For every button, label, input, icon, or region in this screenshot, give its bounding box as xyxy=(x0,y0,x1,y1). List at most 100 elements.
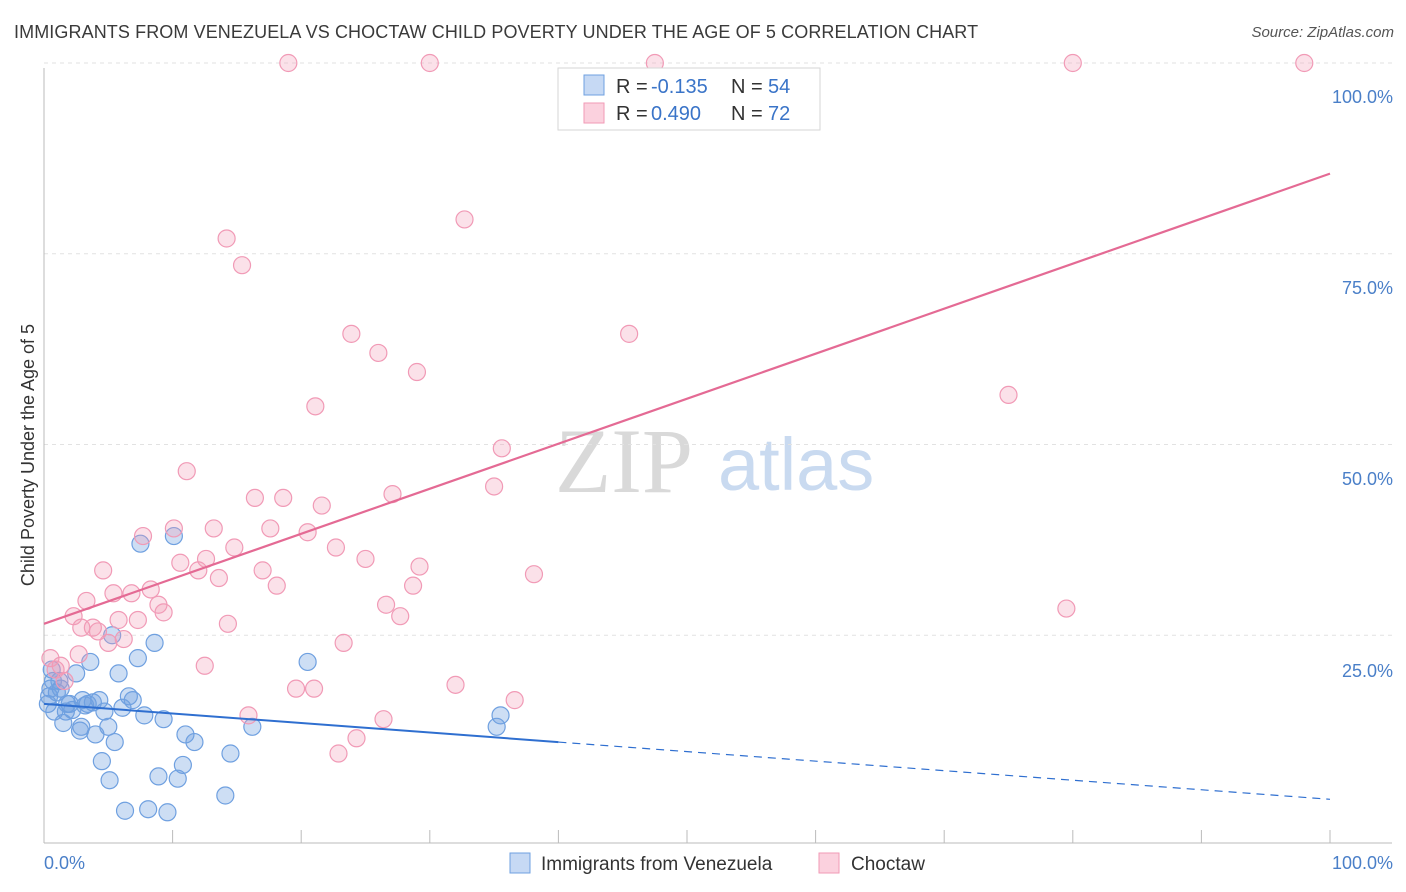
point-choctaw xyxy=(99,633,118,652)
correlation-legend: R = -0.135 N = 54 R = 0.490 N = 72 xyxy=(557,67,821,131)
point-venezuela xyxy=(149,767,168,786)
point-choctaw xyxy=(133,526,153,546)
legend-swatch-blue xyxy=(583,74,605,96)
point-choctaw xyxy=(485,477,504,496)
legend-r-value-pink: 0.490 xyxy=(651,103,701,125)
legend-n-label-pink: N = xyxy=(731,103,763,125)
series-legend: Immigrants from Venezuela Choctaw xyxy=(509,852,925,875)
point-venezuela xyxy=(185,732,204,752)
point-venezuela xyxy=(100,771,119,790)
point-venezuela xyxy=(243,717,262,736)
source-credit: Source: ZipAtlas.com xyxy=(1251,24,1394,41)
point-venezuela xyxy=(221,744,240,763)
point-choctaw xyxy=(217,229,236,248)
legend-r-label-blue: R = xyxy=(616,76,648,98)
point-choctaw xyxy=(420,53,439,73)
point-venezuela xyxy=(298,652,317,672)
point-venezuela xyxy=(95,702,114,721)
point-venezuela xyxy=(58,694,77,714)
point-choctaw xyxy=(369,343,388,363)
point-choctaw xyxy=(239,706,258,725)
point-choctaw xyxy=(279,53,298,73)
trend-line-venezuela-extrapolated xyxy=(558,741,1331,800)
point-venezuela xyxy=(105,732,124,752)
point-venezuela xyxy=(113,698,132,717)
point-venezuela xyxy=(135,706,154,725)
point-choctaw xyxy=(403,576,423,595)
point-choctaw xyxy=(69,645,88,664)
point-choctaw xyxy=(620,324,639,343)
point-choctaw xyxy=(347,729,366,748)
point-choctaw xyxy=(329,744,348,763)
point-choctaw xyxy=(391,607,410,626)
point-venezuela xyxy=(109,664,128,683)
point-choctaw xyxy=(410,557,429,576)
point-choctaw xyxy=(376,595,396,614)
point-venezuela xyxy=(164,526,183,546)
point-choctaw xyxy=(1057,599,1076,618)
series-venezuela-points xyxy=(38,526,510,822)
point-choctaw xyxy=(524,565,544,584)
point-choctaw xyxy=(114,629,133,649)
trend-line-venezuela xyxy=(43,702,559,744)
point-choctaw xyxy=(209,568,228,588)
point-choctaw xyxy=(177,462,196,481)
point-venezuela xyxy=(145,633,164,652)
bottom-legend-label-blue: Immigrants from Venezuela xyxy=(541,854,773,875)
point-venezuela xyxy=(128,649,147,668)
point-choctaw xyxy=(55,671,74,691)
point-choctaw xyxy=(407,362,427,382)
point-venezuela xyxy=(168,769,187,788)
x-ticks xyxy=(172,830,1331,843)
axes xyxy=(43,68,1392,844)
point-venezuela xyxy=(99,717,118,736)
bottom-legend-swatch-blue xyxy=(509,852,531,874)
point-choctaw xyxy=(128,610,147,630)
point-venezuela xyxy=(40,687,59,706)
legend-swatch-pink xyxy=(583,102,605,124)
y-axis-label: Child Poverty Under the Age of 5 xyxy=(18,324,38,586)
point-choctaw xyxy=(245,488,265,508)
y-tick-label-50: 50.0% xyxy=(1342,469,1393,489)
point-choctaw xyxy=(304,679,324,698)
legend-n-value-pink: 72 xyxy=(768,103,790,125)
legend-r-label-pink: R = xyxy=(616,103,648,125)
point-choctaw xyxy=(195,656,214,675)
point-venezuela xyxy=(50,671,69,691)
legend-n-value-blue: 54 xyxy=(768,76,790,98)
point-choctaw xyxy=(342,324,361,343)
point-choctaw xyxy=(154,603,173,622)
point-choctaw xyxy=(455,210,474,229)
point-venezuela xyxy=(139,800,158,819)
point-choctaw xyxy=(72,618,91,637)
x-tick-label-max: 100.0% xyxy=(1332,853,1393,873)
y-tick-label-100: 100.0% xyxy=(1332,87,1393,107)
point-choctaw xyxy=(326,538,346,557)
point-choctaw xyxy=(274,488,293,508)
point-venezuela xyxy=(158,803,177,822)
point-choctaw xyxy=(999,385,1018,405)
legend-r-value-blue: -0.135 xyxy=(651,76,708,98)
point-choctaw xyxy=(164,519,183,538)
point-venezuela xyxy=(54,713,73,733)
point-choctaw xyxy=(261,519,280,538)
point-choctaw xyxy=(306,397,325,416)
point-choctaw xyxy=(267,576,286,595)
point-venezuela xyxy=(216,786,235,805)
point-choctaw xyxy=(312,496,331,515)
point-choctaw xyxy=(253,561,272,580)
point-choctaw xyxy=(41,649,60,668)
point-choctaw xyxy=(492,439,511,458)
point-choctaw xyxy=(334,633,353,652)
y-tick-label-25: 25.0% xyxy=(1342,661,1393,681)
point-venezuela xyxy=(154,710,173,729)
chart-title: IMMIGRANTS FROM VENEZUELA VS CHOCTAW CHI… xyxy=(14,22,979,42)
point-choctaw xyxy=(1063,53,1082,73)
point-choctaw xyxy=(204,519,223,538)
point-choctaw xyxy=(109,610,128,630)
tick-labels: 25.0% 50.0% 75.0% 100.0% 0.0% 100.0% xyxy=(44,87,1393,873)
point-venezuela xyxy=(123,691,142,710)
point-choctaw xyxy=(51,656,70,675)
gridlines xyxy=(44,62,1392,636)
point-choctaw xyxy=(374,710,393,729)
